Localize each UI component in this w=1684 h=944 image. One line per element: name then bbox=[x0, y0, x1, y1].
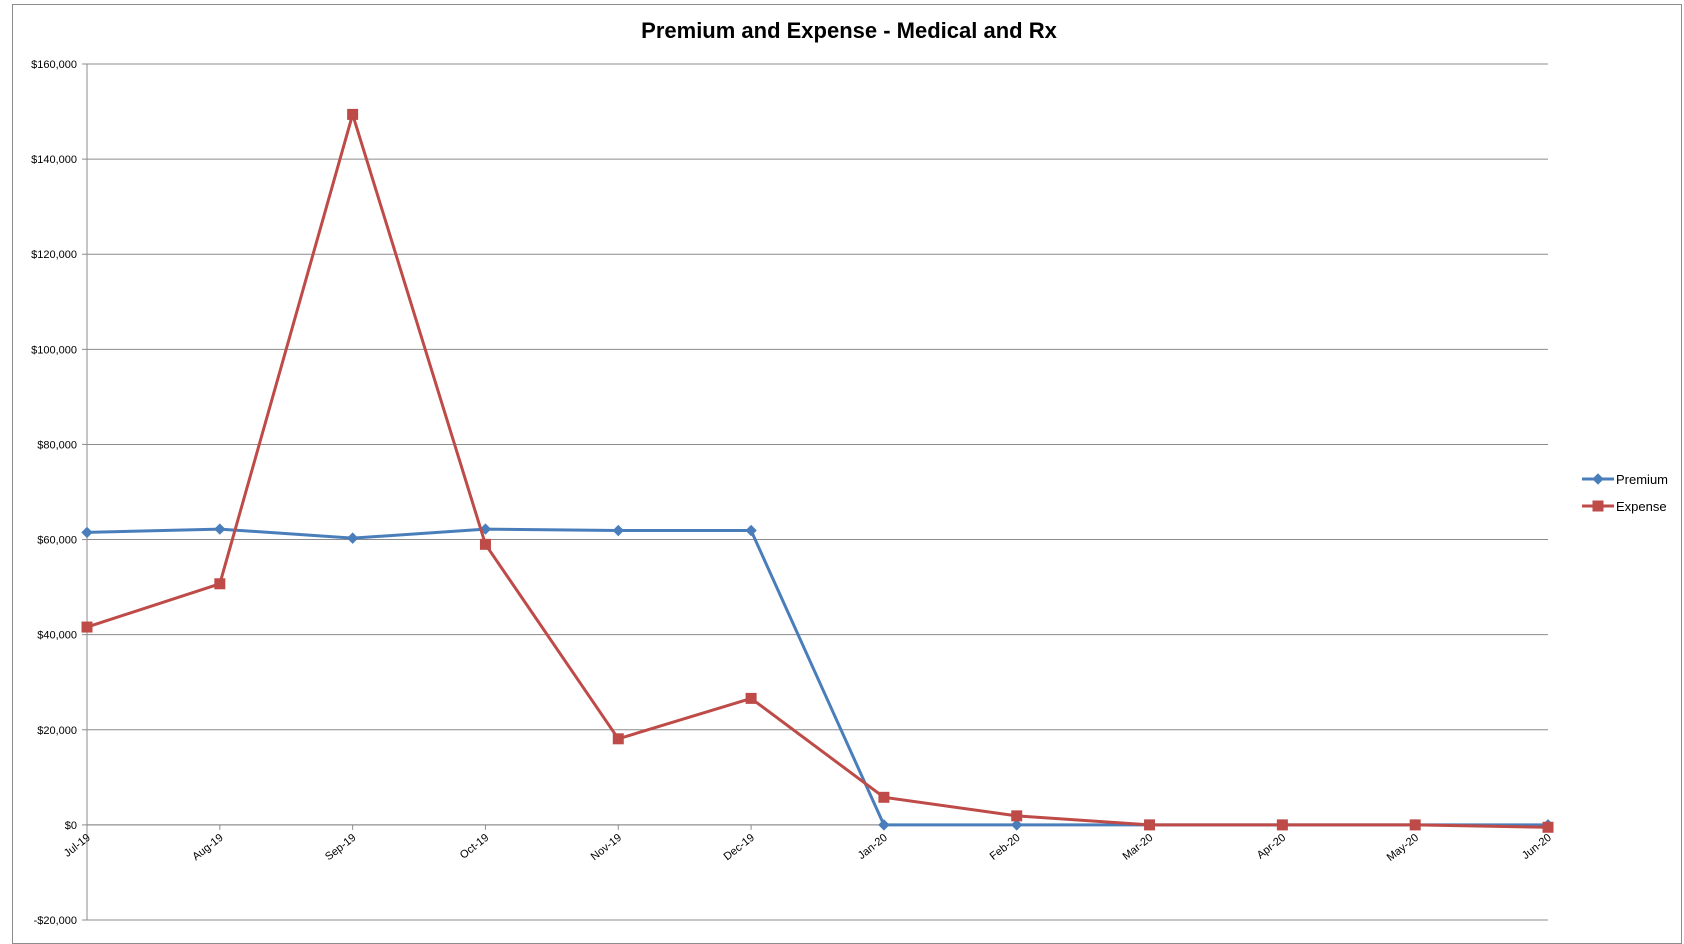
data-point-expense bbox=[1144, 819, 1156, 831]
legend-marker-expense bbox=[1592, 500, 1604, 512]
x-tick-label: Apr-20 bbox=[1255, 832, 1288, 862]
axes bbox=[82, 63, 1549, 921]
chart-frame bbox=[12, 4, 1682, 944]
y-tick-label: $0 bbox=[65, 820, 77, 832]
x-tick-label: Jul-19 bbox=[62, 832, 93, 860]
x-tick-label: Sep-19 bbox=[323, 832, 358, 863]
data-point-expense bbox=[1542, 821, 1554, 833]
data-point-expense bbox=[479, 538, 491, 550]
series-line-expense bbox=[86, 112, 1549, 829]
y-tick-label: $80,000 bbox=[37, 439, 77, 451]
chart-title: Premium and Expense - Medical and Rx bbox=[641, 18, 1057, 43]
y-axis-labels: -$20,000 $0 $20,000 $40,000 $60,000 $80,000 $1… bbox=[31, 59, 77, 927]
x-tick-label: Nov-19 bbox=[589, 832, 624, 863]
y-tick-label: $160,000 bbox=[31, 59, 77, 71]
y-tick-label: $40,000 bbox=[37, 630, 77, 642]
data-point-expense bbox=[214, 578, 226, 590]
legend-label-expense: Expense bbox=[1616, 499, 1667, 514]
y-tick-label: $140,000 bbox=[31, 154, 77, 166]
data-point-expense bbox=[745, 692, 757, 704]
data-point-premium bbox=[346, 532, 359, 544]
data-point-expense bbox=[1409, 819, 1421, 831]
data-point-premium bbox=[612, 524, 624, 537]
data-point-expense bbox=[1276, 819, 1288, 831]
x-axis-labels: Jul-19 Aug-19 Sep-19 Oct-19 Nov-19 Dec-19 Jan-… bbox=[62, 832, 1554, 864]
data-point-expense bbox=[347, 108, 359, 120]
series-group bbox=[81, 108, 1554, 833]
data-point-premium bbox=[878, 819, 890, 831]
x-tick-label: Aug-19 bbox=[190, 832, 225, 863]
x-tick-label: Mar-20 bbox=[1121, 832, 1156, 863]
legend-marker-premium bbox=[1592, 473, 1604, 485]
data-point-premium bbox=[1011, 819, 1023, 831]
x-tick-label: Feb-20 bbox=[988, 832, 1023, 863]
data-point-expense bbox=[612, 733, 624, 745]
legend: Premium Expense bbox=[1582, 472, 1668, 514]
data-point-premium bbox=[745, 524, 757, 537]
x-tick-label: Jun-20 bbox=[1520, 832, 1554, 862]
data-point-expense bbox=[81, 621, 93, 633]
data-point-expense bbox=[1011, 810, 1023, 822]
y-tick-label: -$20,000 bbox=[34, 915, 77, 927]
x-tick-label: May-20 bbox=[1385, 832, 1421, 864]
series-line-premium bbox=[86, 527, 1548, 827]
y-tick-label: $100,000 bbox=[31, 344, 77, 356]
data-point-premium bbox=[81, 526, 93, 539]
x-tick-label: Jan-20 bbox=[856, 832, 890, 862]
x-tick-label: Oct-19 bbox=[458, 832, 491, 862]
data-point-premium bbox=[214, 523, 226, 535]
data-point-expense bbox=[878, 791, 890, 803]
legend-label-premium: Premium bbox=[1616, 472, 1668, 487]
gridlines bbox=[87, 63, 1548, 921]
y-tick-label: $20,000 bbox=[37, 725, 77, 737]
y-tick-label: $60,000 bbox=[37, 535, 77, 547]
x-tick-label: Dec-19 bbox=[722, 832, 757, 863]
y-tick-label: $120,000 bbox=[31, 249, 77, 261]
